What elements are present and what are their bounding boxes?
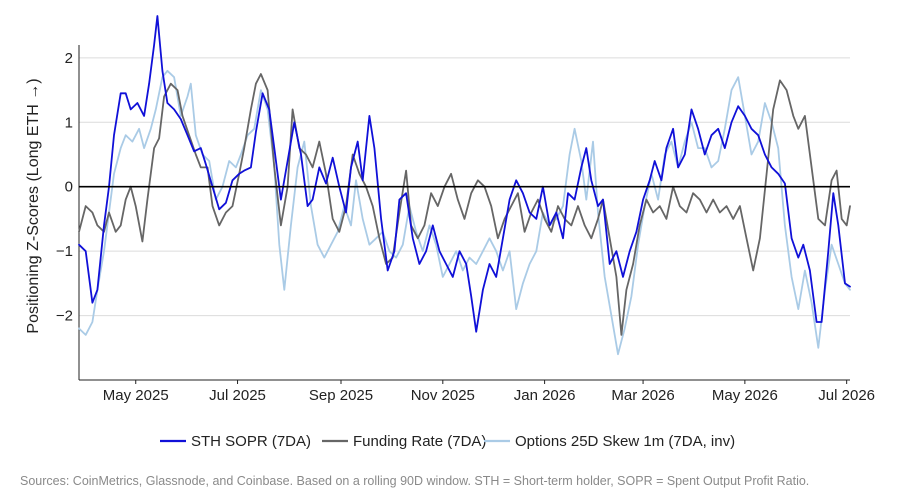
legend-label: Funding Rate (7DA) xyxy=(353,433,486,450)
x-tick-label: Mar 2026 xyxy=(611,387,674,404)
y-tick-label: 0 xyxy=(65,179,73,196)
y-tick-label: 2 xyxy=(65,50,73,67)
series-group xyxy=(78,15,851,356)
legend-label: STH SOPR (7DA) xyxy=(191,433,311,450)
x-tick-label: Jul 2025 xyxy=(209,387,266,404)
y-tick-label: −1 xyxy=(56,243,73,260)
x-tick-label: May 2025 xyxy=(103,387,169,404)
series-line-options-25d-skew-1m-7da-inv xyxy=(78,69,851,356)
x-tick-label: May 2026 xyxy=(712,387,778,404)
series-line-sth-sopr-7da xyxy=(78,15,851,333)
y-tick-label: 1 xyxy=(65,114,73,131)
x-tick-label: Sep 2025 xyxy=(309,387,373,404)
x-tick-label: Jan 2026 xyxy=(514,387,576,404)
y-tick-label: −2 xyxy=(56,308,73,325)
grid xyxy=(79,57,850,317)
x-tick-label: Nov 2025 xyxy=(411,387,475,404)
series-line-funding-rate-7da xyxy=(78,73,851,336)
legend: STH SOPR (7DA) Funding Rate (7DA) Options … xyxy=(160,433,735,450)
line-chart: −2 −1 0 1 2 May 2025 Jul 2025 Sep 2025 Nov 2025… xyxy=(25,15,875,450)
source-footnote: Sources: CoinMetrics, Glassnode, and Coi… xyxy=(20,474,810,488)
legend-label: Options 25D Skew 1m (7DA, inv) xyxy=(515,433,735,450)
x-tick-label: Jul 2026 xyxy=(818,387,875,404)
y-ticks: −2 −1 0 1 2 xyxy=(56,50,73,325)
x-ticks: May 2025 Jul 2025 Sep 2025 Nov 2025 Jan 2026… xyxy=(103,380,875,404)
y-axis-title: Positioning Z-Scores (Long ETH →) xyxy=(25,78,42,333)
